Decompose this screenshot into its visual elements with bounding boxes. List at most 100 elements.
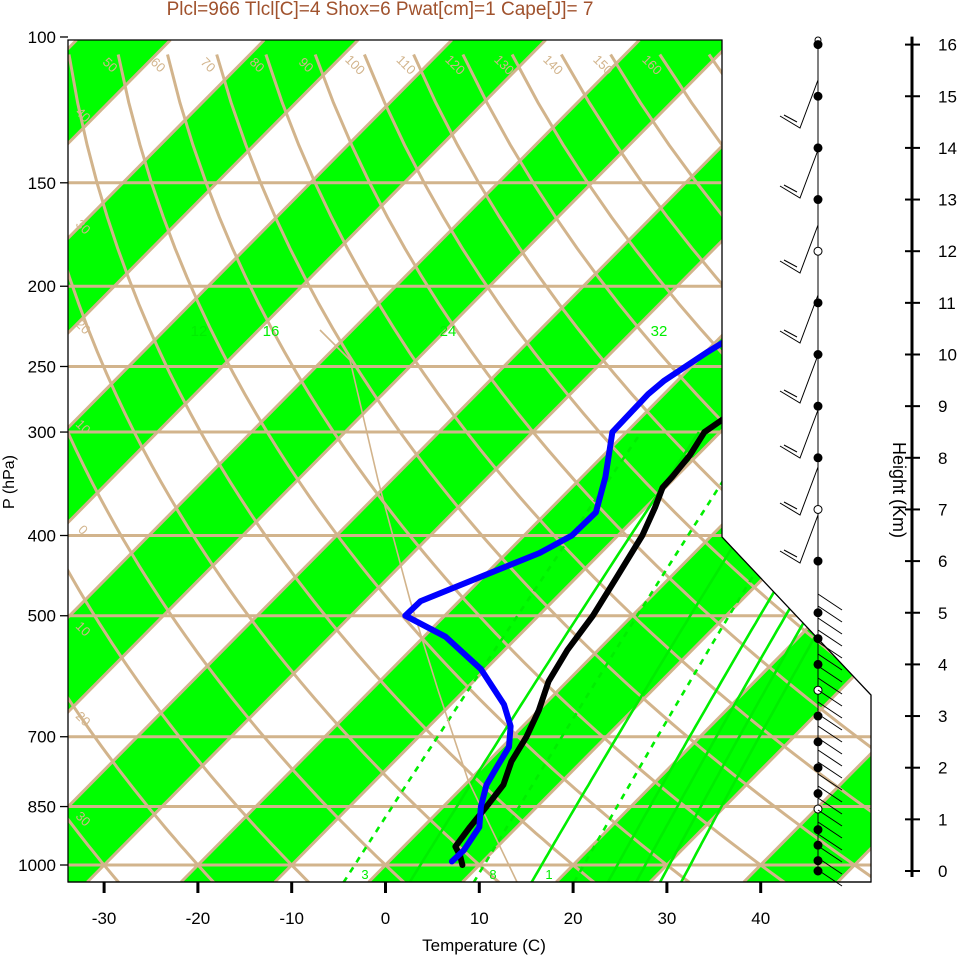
isotherm-band [68,40,871,882]
height-tick-label: 7 [938,500,947,519]
wind-barb [817,797,843,815]
dry-adiabat-line [68,54,311,882]
dry-adiabat-line [68,54,215,882]
mixing-ratio-label: 32 [651,323,668,340]
dry-adiabat-line [68,54,596,882]
height-tick-label: 13 [938,191,957,210]
isotherm-line [68,40,360,882]
dry-adiabat-line [906,55,961,883]
dry-adiabat-line [757,53,871,882]
wind-level-dot [813,350,823,359]
wind-barb [817,617,843,635]
wind-barb [817,665,843,683]
x-tick-label: 20 [564,909,583,928]
wind-profile [779,36,843,887]
parcel-trace [319,329,518,882]
height-tick-label: 3 [938,707,947,726]
mixing-ratio-line [530,431,806,882]
wind-barb [817,809,843,827]
dry-adiabat-line [313,53,871,882]
wind-level-dot [813,789,823,799]
wind-level-dot [813,195,823,205]
wind-barb [817,773,843,791]
wind-barb [817,833,843,851]
x-axis-label: Temperature (C) [422,936,546,955]
y-tick-label: 200 [28,277,56,296]
wind-barb [817,701,843,719]
wind-barb [817,869,843,887]
isotherm-line [68,40,735,882]
wind-barb [817,725,843,743]
isotherm-band [556,40,871,882]
wind-barb [817,761,843,779]
moist-adiabat-label: 10 [741,535,769,563]
wind-level-dot [813,856,823,866]
dry-adiabat-line [68,54,406,882]
wind-barb-upper [779,294,819,344]
wind-barb-upper [779,514,819,564]
x-tick-label: 0 [381,909,390,928]
wind-barb [817,641,843,659]
isotherm-line [68,40,641,882]
wind-level-dot [813,866,823,876]
height-tick-label: 4 [938,655,947,674]
height-axis-label: Height (Km) [889,442,909,538]
dry-adiabat-line [264,54,871,882]
mixing-ratio-label: 12 [191,323,208,340]
y-tick-label: 150 [28,174,56,193]
wind-level-dot [813,401,823,411]
height-tick-label: 9 [938,397,947,416]
wind-level-dot [813,556,823,566]
wind-level-dot [813,825,823,835]
dry-adiabat-label: 70 [198,54,219,75]
mixing-ratio-line [342,431,643,882]
wind-barb [817,605,843,623]
wind-barb-upper [779,466,819,516]
chart-title: Plcl=966 Tlcl[C]=4 Shox=6 Pwat[cm]=1 Cap… [167,0,594,20]
isotherm-band [68,40,734,882]
isotherm-line [649,40,871,882]
dry-adiabat-line [215,54,871,882]
y-axis-label: P (hPa) [1,455,18,509]
wind-barb [817,857,843,875]
x-tick-label: 10 [470,909,489,928]
wind-barb-upper [779,79,819,129]
wind-level-dot [813,453,823,463]
height-tick-label: 1 [938,810,947,829]
height-tick-label: 2 [938,759,947,778]
height-tick-label: 14 [938,139,957,158]
wind-level-dot [813,763,823,773]
isotherm-line [68,40,266,882]
wind-barb [817,785,843,803]
height-tick-label: 10 [938,346,957,365]
dry-adiabat-line [412,53,871,882]
moist-adiabat-label: 0 [718,456,739,477]
isotherm-band [181,40,871,882]
wind-barb-upper [779,149,819,199]
mixing-ratio-label: 16 [263,323,280,340]
dry-adiabat-lines [68,53,961,883]
wind-level-dot [813,40,823,50]
isotherm-line [180,40,871,882]
height-tick-label: 12 [938,242,957,261]
x-tick-label: -30 [92,909,117,928]
y-tick-label: 400 [28,527,56,546]
wind-barb [817,749,843,767]
wind-level-dot [813,91,823,101]
height-tick-label: 6 [938,552,947,571]
mixing-ratio-line [472,431,756,882]
x-tick-label: -20 [186,909,211,928]
dry-adiabat-line [116,54,691,882]
pressure-axis: 1000 850 700 500 400 300 250 200 150 100 [18,28,68,875]
height-tick-label: 0 [938,862,947,881]
wind-barb [817,677,843,695]
isotherm-line [68,40,547,882]
height-tick-label: 5 [938,604,947,623]
height-tick-label: 16 [938,36,957,55]
temperature-axis: -30 -20 -10 0 10 20 30 40 [68,881,871,928]
dry-adiabat-line [955,55,961,883]
wind-level-dot [813,608,823,618]
mixing-ratio-label: 3 [361,867,368,882]
